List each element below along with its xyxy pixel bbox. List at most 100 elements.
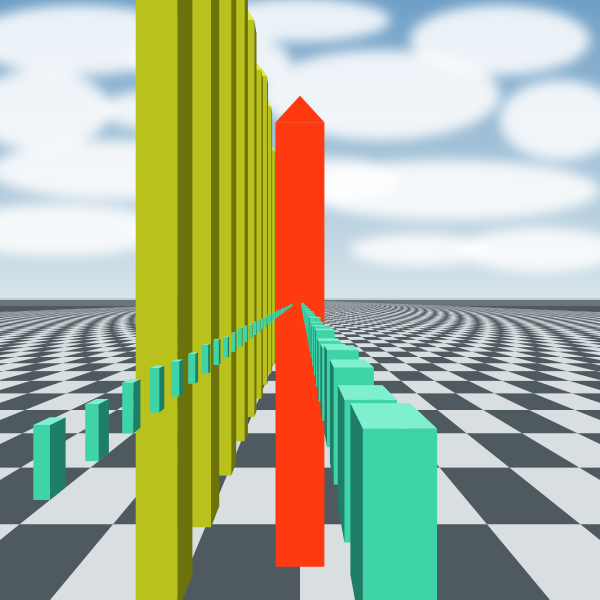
- floor-tile: [44, 316, 63, 318]
- floor-tile: [115, 334, 143, 337]
- floor-tile: [581, 314, 600, 316]
- floor-tile: [84, 343, 120, 348]
- floor-tile: [400, 330, 421, 333]
- floor-tile: [534, 343, 575, 348]
- floor-tile: [94, 312, 108, 313]
- floor-tile: [424, 313, 436, 314]
- floor-tile: [11, 328, 42, 331]
- floor-tile: [401, 380, 456, 394]
- floor-tile: [0, 325, 8, 326]
- floor-tile: [587, 314, 600, 315]
- floor-tile: [19, 321, 43, 323]
- floor-tile: [0, 332, 6, 333]
- floor-tile: [558, 316, 578, 318]
- floor-tile: [596, 323, 600, 324]
- floor-tile: [435, 312, 446, 313]
- floor-tile: [592, 317, 600, 319]
- floor-tile: [453, 328, 476, 331]
- floor-tile: [366, 326, 383, 329]
- floor-tile: [6, 314, 25, 316]
- floor-tile: [537, 318, 557, 320]
- floor-tile: [475, 312, 488, 313]
- floor-tile: [514, 313, 529, 315]
- floor-tile: [393, 312, 403, 313]
- floor-tile: [547, 328, 576, 331]
- floor-tile: [113, 332, 140, 335]
- floor-tile: [477, 325, 500, 327]
- floor-tile: [477, 326, 501, 329]
- floor-tile: [457, 313, 470, 314]
- floor-tile: [435, 314, 447, 315]
- floor-tile: [445, 312, 457, 313]
- floor-tile: [114, 313, 127, 314]
- floor-tile: [0, 313, 13, 315]
- floor-tile: [457, 313, 471, 315]
- floor-tile: [438, 323, 457, 326]
- floor-tile: [500, 316, 517, 317]
- floor-tile: [518, 312, 533, 313]
- floor-tile: [491, 313, 506, 315]
- floor-tile: [57, 314, 74, 316]
- floor-tile: [432, 363, 478, 372]
- floor-tile: [424, 313, 435, 315]
- floor-tile: [459, 315, 474, 316]
- floor-tile: [394, 325, 411, 327]
- floor-tile: [44, 312, 60, 313]
- floor-tile: [393, 316, 405, 317]
- floor-tile: [477, 371, 536, 381]
- floor-tile: [21, 316, 40, 317]
- floor-tile: [121, 314, 135, 316]
- floor-tile: [80, 313, 95, 314]
- floor-tile: [55, 317, 74, 319]
- floor-tile: [560, 312, 577, 313]
- floor-tile: [13, 312, 30, 313]
- floor-tile: [544, 316, 563, 318]
- floor-tile: [582, 325, 600, 327]
- floor-tile: [95, 320, 115, 322]
- floor-tile: [88, 316, 105, 318]
- floor-tile: [19, 467, 161, 525]
- floor-tile: [56, 321, 78, 323]
- floor-tile: [482, 314, 496, 315]
- floor-tile: [111, 325, 133, 327]
- floor-tile: [97, 312, 110, 313]
- floor-tile: [375, 312, 384, 313]
- floor-tile: [99, 318, 117, 320]
- floor-tile: [515, 312, 530, 313]
- floor-tile: [380, 319, 393, 321]
- floor-tile: [576, 323, 600, 326]
- floor-tile: [513, 316, 531, 317]
- floor-tile: [505, 312, 519, 313]
- floor-tile: [76, 312, 90, 313]
- floor-tile: [488, 316, 505, 318]
- floor-tile: [402, 313, 413, 314]
- floor-tile: [559, 313, 576, 315]
- floor-tile: [17, 337, 54, 340]
- floor-tile: [544, 314, 562, 316]
- floor-tile: [0, 315, 7, 316]
- floor-tile: [595, 312, 600, 313]
- floor-tile: [510, 315, 527, 316]
- floor-tile: [118, 316, 134, 317]
- floor-tile: [459, 321, 478, 323]
- cloud: [0, 204, 170, 256]
- floor-tile: [466, 312, 479, 313]
- floor-tile: [517, 314, 533, 315]
- floor-tile: [487, 312, 501, 313]
- floor-tile: [495, 321, 516, 323]
- floor-tile: [426, 320, 443, 322]
- floor-tile: [487, 524, 600, 600]
- floor-tile: [90, 316, 107, 317]
- floor-tile: [366, 316, 377, 317]
- floor-tile: [548, 313, 565, 315]
- floor-tile: [345, 313, 353, 315]
- floor-tile: [49, 323, 73, 326]
- floor-tile: [122, 314, 136, 315]
- floor-tile: [420, 332, 444, 335]
- floor-tile: [83, 337, 115, 340]
- floor-tile: [438, 337, 467, 340]
- floor-tile: [497, 312, 512, 313]
- floor-tile: [562, 337, 600, 340]
- floor-tile: [123, 313, 137, 315]
